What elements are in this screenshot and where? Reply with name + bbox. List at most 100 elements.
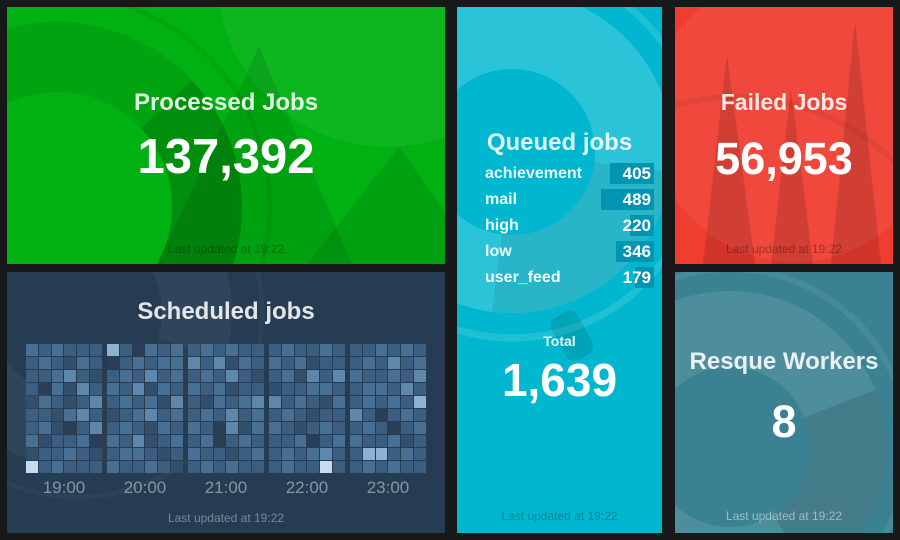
heatmap-cell (269, 383, 281, 395)
heatmap-cell (119, 383, 132, 395)
scheduled-jobs-tile: Scheduled jobs 19:00 20:00 21:00 22:00 23:00… (7, 272, 445, 533)
hour-label: 23:00 (366, 478, 410, 497)
heatmap-cell (375, 383, 388, 395)
heatmap-cell (414, 370, 426, 382)
heatmap-cell (414, 357, 426, 369)
heatmap-cell (239, 370, 252, 382)
heatmap-cell (281, 461, 294, 473)
heatmap-cell (77, 357, 90, 369)
heatmap-cell (401, 396, 414, 408)
heatmap-cell (77, 422, 90, 434)
heatmap-cell (145, 357, 158, 369)
heatmap-cell (188, 396, 200, 408)
heatmap-cell (107, 461, 119, 473)
heatmap-cell (200, 422, 213, 434)
heatmap-cell (333, 448, 345, 460)
heatmap-cell (26, 448, 38, 460)
queue-value: 489 (622, 190, 651, 209)
heatmap-cell (213, 409, 226, 421)
heatmap-cell (252, 357, 264, 369)
heatmap-cell (320, 435, 333, 447)
heatmap-cell (145, 344, 158, 356)
heatmap-cell (200, 383, 213, 395)
scheduled-jobs-title: Scheduled jobs (137, 298, 315, 325)
heatmap-cell (362, 448, 375, 460)
heatmap-cell (64, 409, 77, 421)
heatmap-cell (252, 396, 264, 408)
heatmap-cell (401, 461, 414, 473)
heatmap-cell (226, 396, 239, 408)
heatmap-cell (90, 344, 102, 356)
heatmap-cell (388, 383, 401, 395)
heatmap-cell (51, 370, 64, 382)
heatmap-cell (269, 357, 281, 369)
heatmap-cell (158, 461, 171, 473)
heatmap-cell (388, 461, 401, 473)
heatmap-cell (171, 409, 183, 421)
heatmap-cell (145, 448, 158, 460)
heatmap-cell (362, 370, 375, 382)
heatmap-cell (350, 383, 362, 395)
heatmap-cell (320, 344, 333, 356)
heatmap-cell (307, 409, 320, 421)
heatmap-cell (388, 422, 401, 434)
heatmap-cell (350, 357, 362, 369)
heatmap-cell (107, 344, 119, 356)
heatmap-cell (90, 422, 102, 434)
heatmap-cell (375, 370, 388, 382)
heatmap-cell (226, 448, 239, 460)
heatmap-cell (188, 383, 200, 395)
heatmap-cell (213, 461, 226, 473)
heatmap-cell (107, 370, 119, 382)
queue-name-label: user_feed (485, 269, 561, 286)
hour-label: 20:00 (123, 478, 167, 497)
heatmap-cell (132, 422, 145, 434)
heatmap-cell (38, 370, 51, 382)
heatmap-cell (132, 370, 145, 382)
heatmap-cell (252, 435, 264, 447)
heatmap-hour-group (188, 344, 264, 473)
heatmap-cell (401, 344, 414, 356)
heatmap-cell (64, 461, 77, 473)
heatmap-cell (239, 409, 252, 421)
heatmap-cell (294, 435, 307, 447)
heatmap-cell (38, 422, 51, 434)
heatmap-cell (401, 357, 414, 369)
heatmap-cell (171, 383, 183, 395)
heatmap-cell (281, 448, 294, 460)
queued-total-value: 1,639 (501, 354, 618, 406)
heatmap-cell (77, 461, 90, 473)
heatmap-cell (226, 422, 239, 434)
heatmap-cell (269, 461, 281, 473)
heatmap-cell (269, 344, 281, 356)
heatmap-cell (362, 396, 375, 408)
heatmap-cell (362, 409, 375, 421)
heatmap-cell (188, 409, 200, 421)
heatmap-cell (145, 383, 158, 395)
queued-list-item: achievement 405 (457, 163, 662, 184)
heatmap-cell (388, 396, 401, 408)
heatmap-cell (375, 422, 388, 434)
heatmap-cell (281, 370, 294, 382)
heatmap-cell (26, 370, 38, 382)
heatmap-cell (26, 396, 38, 408)
heatmap-cell (294, 344, 307, 356)
heatmap-cell (107, 396, 119, 408)
heatmap-cell (375, 461, 388, 473)
heatmap-cell (375, 409, 388, 421)
heatmap-cell (307, 383, 320, 395)
heatmap-cell (119, 357, 132, 369)
heatmap-cell (320, 422, 333, 434)
heatmap-cell (375, 357, 388, 369)
heatmap-cell (51, 409, 64, 421)
heatmap-cell (107, 357, 119, 369)
heatmap-cell (350, 461, 362, 473)
heatmap-cell (226, 357, 239, 369)
queue-value-bar (610, 163, 654, 184)
heatmap-cell (362, 422, 375, 434)
heatmap-cell (320, 396, 333, 408)
heatmap-cell (77, 370, 90, 382)
heatmap-hour-group (107, 344, 183, 473)
heatmap-cell (213, 435, 226, 447)
heatmap-cell (307, 344, 320, 356)
